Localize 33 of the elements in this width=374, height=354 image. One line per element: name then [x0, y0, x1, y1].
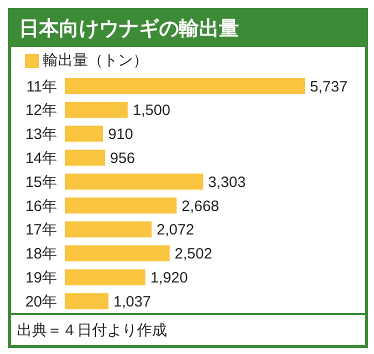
bar — [65, 198, 177, 214]
data-label: 1,920 — [150, 270, 188, 287]
bar — [65, 245, 170, 262]
bar — [65, 150, 105, 166]
bar — [65, 221, 152, 238]
legend-label: 輸出量（トン） — [43, 52, 148, 69]
data-label: 2,668 — [182, 198, 220, 215]
bar — [65, 78, 305, 94]
y-tick-label: 18年 — [25, 246, 57, 263]
y-tick-label: 12年 — [25, 102, 57, 120]
data-label: 2,502 — [174, 246, 212, 263]
y-tick-label: 15年 — [25, 174, 57, 191]
y-tick-label: 19年 — [25, 269, 57, 286]
y-tick-label: 20年 — [25, 293, 57, 310]
bar — [65, 174, 204, 190]
source-note: 出典＝４日付より作成 — [17, 320, 167, 340]
y-tick-label: 14年 — [25, 150, 57, 167]
y-tick-label: 17年 — [25, 222, 57, 239]
chart-title: 日本向けウナギの輸出量 — [11, 11, 365, 47]
bar — [65, 126, 104, 142]
data-label: 956 — [110, 150, 136, 168]
data-label: 1,037 — [113, 293, 151, 310]
data-label: 1,500 — [132, 102, 170, 120]
y-tick-label: 13年 — [25, 126, 57, 144]
bar — [65, 102, 128, 118]
bar — [65, 293, 108, 310]
data-label: 5,737 — [310, 78, 348, 96]
data-label: 910 — [108, 126, 134, 144]
data-label: 2,072 — [156, 222, 194, 239]
bar — [65, 269, 146, 286]
data-label: 3,303 — [208, 174, 246, 191]
y-tick-label: 11年 — [26, 78, 57, 96]
y-tick-label: 16年 — [25, 198, 57, 215]
